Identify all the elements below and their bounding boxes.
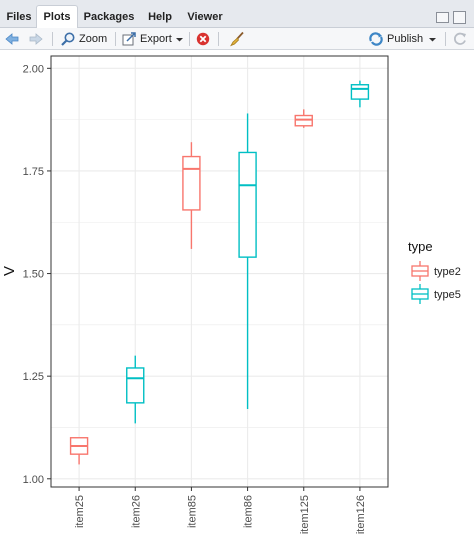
tab-plots[interactable]: Plots bbox=[36, 5, 78, 28]
legend: type type2 type5 bbox=[408, 239, 461, 304]
x-tick-label: item25 bbox=[74, 495, 86, 528]
plot-panel-border bbox=[50, 55, 389, 488]
plot-viewer: 1.00 1.25 1.50 1.75 2.00 item25 item26 item85 i… bbox=[0, 51, 474, 544]
zoom-button[interactable]: Zoom bbox=[79, 33, 108, 45]
plot-panel bbox=[51, 56, 388, 487]
arrow-left-icon[interactable] bbox=[4, 31, 20, 47]
legend-key-type5 bbox=[411, 284, 429, 304]
chevron-down-icon[interactable] bbox=[175, 31, 184, 47]
export-button[interactable]: Export bbox=[140, 33, 172, 45]
tab-packages[interactable]: Packages bbox=[83, 11, 135, 23]
box-iqr bbox=[126, 367, 145, 404]
legend-label-type5: type5 bbox=[434, 289, 461, 301]
x-tick-label: item126 bbox=[355, 495, 367, 534]
export-icon[interactable] bbox=[121, 31, 137, 47]
legend-title: type bbox=[408, 239, 433, 254]
x-tick-label: item26 bbox=[130, 495, 142, 528]
y-tick-label: 1.25 bbox=[23, 371, 44, 383]
broom-icon[interactable] bbox=[229, 31, 245, 47]
legend-label-type2: type2 bbox=[434, 266, 461, 278]
publish-button[interactable]: Publish bbox=[387, 33, 424, 45]
y-tick-label: 2.00 bbox=[23, 63, 44, 75]
box-item85 bbox=[182, 142, 201, 249]
toolbar-separator bbox=[189, 32, 190, 46]
boxplot-series bbox=[69, 80, 370, 465]
magnifier-icon[interactable] bbox=[60, 31, 76, 47]
y-tick-label: 1.50 bbox=[23, 269, 44, 281]
legend-key-type2 bbox=[411, 261, 429, 281]
y-tick-label: 1.75 bbox=[23, 166, 44, 178]
x-tick-label: item125 bbox=[299, 495, 311, 534]
box-iqr bbox=[294, 114, 313, 127]
y-axis: 1.00 1.25 1.50 1.75 2.00 bbox=[23, 63, 51, 486]
box-item25 bbox=[69, 437, 89, 465]
boxplot-chart: 1.001.251.501.752.00 item25 item26 item85 i… bbox=[1, 55, 461, 534]
minimize-pane-icon[interactable] bbox=[436, 12, 449, 23]
publish-icon[interactable] bbox=[368, 31, 384, 47]
x-axis: item25 item26 item85 item86 item125 item126 bbox=[74, 487, 367, 534]
box-iqr bbox=[238, 151, 257, 258]
toolbar-separator bbox=[445, 32, 446, 46]
box-item126 bbox=[350, 80, 370, 108]
y-axis-title: V bbox=[1, 266, 18, 276]
arrow-right-icon[interactable] bbox=[28, 31, 44, 47]
chevron-down-icon[interactable] bbox=[428, 31, 437, 47]
y-tick-label: 1.00 bbox=[23, 474, 44, 486]
box-item125 bbox=[294, 109, 313, 128]
remove-plot-icon[interactable] bbox=[195, 31, 211, 47]
pane-tab-bar: Files Plots Packages Help Viewer bbox=[0, 0, 474, 28]
box-item86 bbox=[238, 113, 257, 410]
tab-files[interactable]: Files bbox=[6, 11, 32, 23]
box-item26 bbox=[126, 355, 145, 424]
box-iqr bbox=[350, 84, 370, 100]
toolbar-separator bbox=[52, 32, 53, 46]
maximize-pane-icon[interactable] bbox=[453, 11, 466, 24]
x-tick-label: item86 bbox=[243, 495, 255, 528]
toolbar-separator bbox=[115, 32, 116, 46]
refresh-icon[interactable] bbox=[452, 31, 468, 47]
toolbar-separator bbox=[218, 32, 219, 46]
tab-help[interactable]: Help bbox=[148, 11, 172, 23]
tab-viewer[interactable]: Viewer bbox=[187, 11, 223, 23]
plots-toolbar: Zoom Export Publish bbox=[0, 28, 474, 50]
x-tick-label: item85 bbox=[186, 495, 198, 528]
box-iqr bbox=[182, 155, 201, 211]
